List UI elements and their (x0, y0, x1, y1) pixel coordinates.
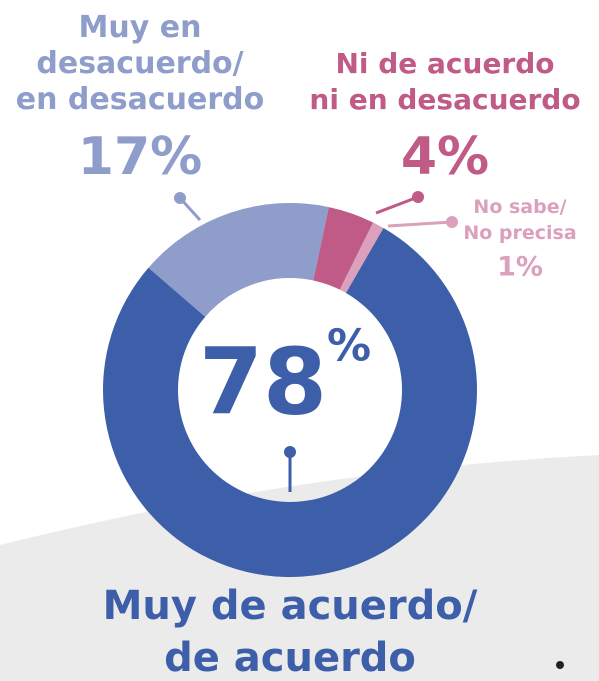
category-label: Ni de acuerdo ni en desacuerdo (309, 47, 580, 116)
value-label: 4% (401, 127, 489, 187)
leader-dot (446, 216, 458, 228)
donut-slice (148, 203, 329, 317)
donut (102, 203, 477, 577)
donut-slice (102, 228, 477, 577)
category-label: Muy de acuerdo/de acuerdo (103, 583, 478, 681)
decor-dot (556, 661, 564, 669)
category-label: No sabe/No precisa (463, 196, 576, 244)
leader-line (375, 195, 419, 215)
leader-dot (174, 192, 186, 204)
donut-slice (313, 207, 374, 290)
value-label: 1% (497, 252, 543, 283)
leader-line (387, 220, 453, 228)
leader-dot (412, 191, 424, 203)
donut-slice (339, 222, 384, 294)
category-label: Muy en desacuerdo/en desacuerdo (16, 10, 264, 117)
value-label: 78% (199, 320, 371, 435)
leader-dot (284, 446, 296, 458)
value-label: 17% (78, 127, 202, 187)
